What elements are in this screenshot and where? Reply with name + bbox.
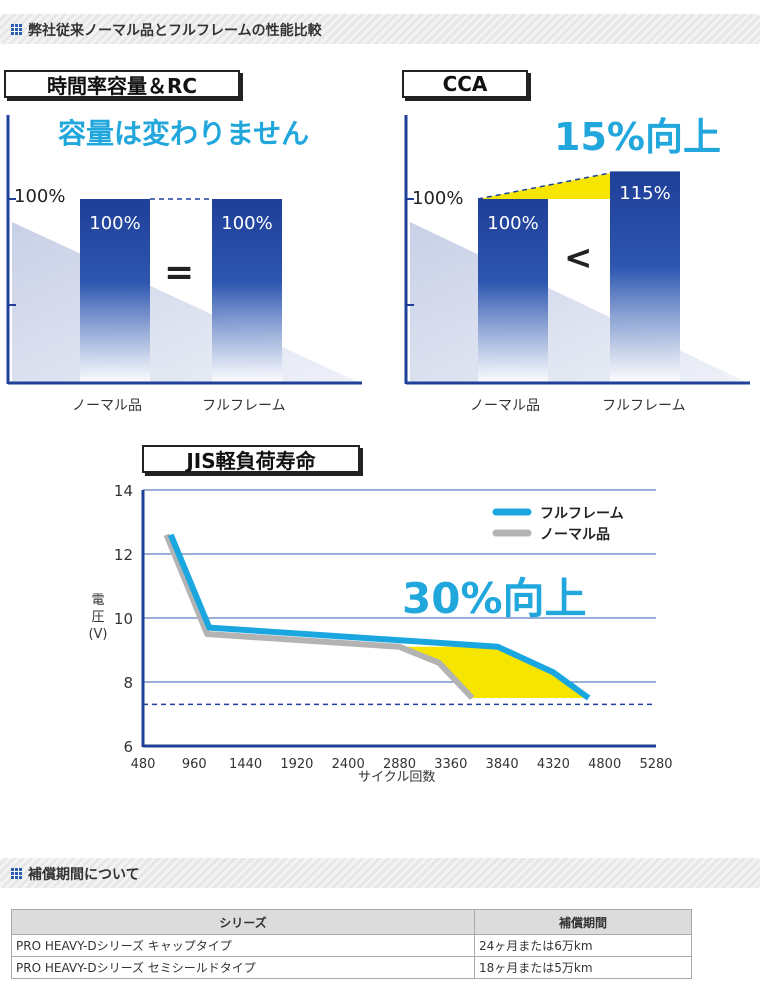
bar-fullframe-value: 100%: [221, 213, 273, 234]
chart-cca-headline: 15%向上: [554, 115, 721, 159]
section-header-comparison: 弊社従来ノーマル品とフルフレームの性能比較: [0, 14, 760, 44]
improvement-area: [399, 646, 589, 698]
x-tick-label: 480: [131, 757, 156, 772]
chart-cca-plot: [404, 115, 750, 385]
chart-life-label: JIS軽負荷寿命: [142, 445, 360, 473]
table-cell-series: PRO HEAVY-Dシリーズ セミシールドタイプ: [11, 956, 475, 979]
x-axis-title: サイクル回数: [358, 770, 436, 785]
grid-icon: [11, 868, 22, 879]
bar-fullframe: [212, 199, 282, 383]
category-fullframe: フルフレーム: [202, 398, 286, 414]
x-tick-label: 2880: [383, 757, 416, 772]
x-tick-label: 3360: [434, 757, 467, 772]
series-normal-line: [163, 533, 475, 701]
less-than-operator: <: [564, 238, 593, 278]
x-tick-label: 3840: [486, 757, 519, 772]
legend-label-fullframe: フルフレーム: [540, 506, 624, 522]
dashed-increase-line: [477, 172, 611, 200]
chart-capacity-headline: 容量は変わりません: [58, 117, 310, 150]
table-row: PRO HEAVY-Dシリーズ セミシールドタイプ 18ヶ月または5万km: [11, 956, 692, 979]
y-tick-label: 14: [114, 482, 133, 500]
category-normal: ノーマル品: [72, 398, 142, 414]
background-wedge: [12, 222, 358, 382]
chart-capacity-plot: [6, 115, 362, 385]
column-header-period: 補償期間: [474, 909, 692, 935]
warranty-table: シリーズ 補償期間 PRO HEAVY-Dシリーズ キャップタイプ 24ヶ月また…: [11, 909, 692, 979]
table-header-row: シリーズ 補償期間: [11, 909, 692, 935]
y-axis-title: 電圧(V): [86, 592, 110, 643]
x-tick-label: 960: [182, 757, 207, 772]
category-normal: ノーマル品: [470, 398, 540, 414]
section-header-warranty: 補償期間について: [0, 858, 760, 888]
equals-operator: =: [164, 252, 195, 293]
legend-label-normal: ノーマル品: [540, 527, 610, 543]
table-cell-period: 18ヶ月または5万km: [474, 956, 692, 979]
chart-life: 6 8 10 12 14 480 960 1440 1920 2400 2880 3360 3840 43…: [0, 440, 760, 800]
table-row: PRO HEAVY-Dシリーズ キャップタイプ 24ヶ月または6万km: [11, 934, 692, 957]
x-tick-label: 5280: [639, 757, 672, 772]
chart-cca: CCA 15%向上 100% 100% 115% < ノーマル品 フルフレーム: [398, 60, 760, 440]
chart-capacity: 時間率容量＆RC 容量は変わりません 100% 100% 100% = ノーマル…: [0, 60, 380, 440]
x-tick-label: 4800: [588, 757, 621, 772]
chart-life-plot: 6 8 10 12 14 480 960 1440 1920 2400 2880 3360 3840 43…: [114, 482, 673, 772]
chart-capacity-label: 時間率容量＆RC: [4, 70, 240, 98]
section-title: 弊社従来ノーマル品とフルフレームの性能比較: [28, 23, 322, 39]
category-fullframe: フルフレーム: [602, 398, 686, 414]
bar-normal-value: 100%: [487, 213, 539, 234]
y-tick-label: 12: [114, 546, 133, 564]
y-tick-label: 8: [123, 674, 133, 692]
bar-normal-value: 100%: [89, 213, 141, 234]
column-header-series: シリーズ: [11, 909, 475, 935]
y-axis-title-text: 電圧(V): [88, 593, 108, 642]
x-tick-label: 4320: [537, 757, 570, 772]
x-tick-label: 2400: [332, 757, 365, 772]
bar-fullframe: [610, 171, 680, 383]
table-cell-period: 24ヶ月または6万km: [474, 934, 692, 957]
y-tick-label: 6: [123, 738, 133, 756]
x-tick-label: 1440: [229, 757, 262, 772]
axis-label-100: 100%: [14, 186, 66, 207]
bar-fullframe-value: 115%: [619, 183, 671, 204]
chart-life-headline: 30%向上: [402, 574, 587, 623]
y-tick-label: 10: [114, 610, 133, 628]
series-fullframe-line: [168, 533, 591, 701]
table-cell-series: PRO HEAVY-Dシリーズ キャップタイプ: [11, 934, 475, 957]
axis-label-100: 100%: [412, 188, 464, 209]
bar-normal: [478, 199, 548, 383]
x-tick-label: 1920: [280, 757, 313, 772]
bar-normal: [80, 199, 150, 383]
chart-cca-label: CCA: [402, 70, 528, 98]
section-title: 補償期間について: [28, 867, 140, 883]
grid-icon: [11, 24, 22, 35]
